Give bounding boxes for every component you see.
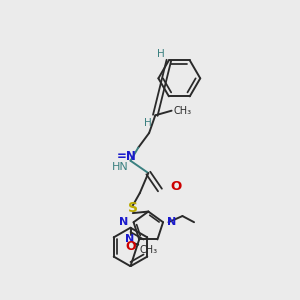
Text: O: O (125, 240, 136, 253)
Text: N: N (167, 217, 176, 227)
Text: CH₃: CH₃ (174, 106, 192, 116)
Text: =N: =N (117, 150, 137, 163)
Text: CH₃: CH₃ (140, 245, 158, 255)
Text: S: S (128, 202, 138, 215)
Text: N: N (119, 217, 128, 227)
Text: O: O (171, 180, 182, 194)
Text: H: H (157, 49, 165, 59)
Text: H: H (144, 118, 152, 128)
Text: HN: HN (111, 162, 128, 172)
Text: N: N (124, 234, 134, 244)
